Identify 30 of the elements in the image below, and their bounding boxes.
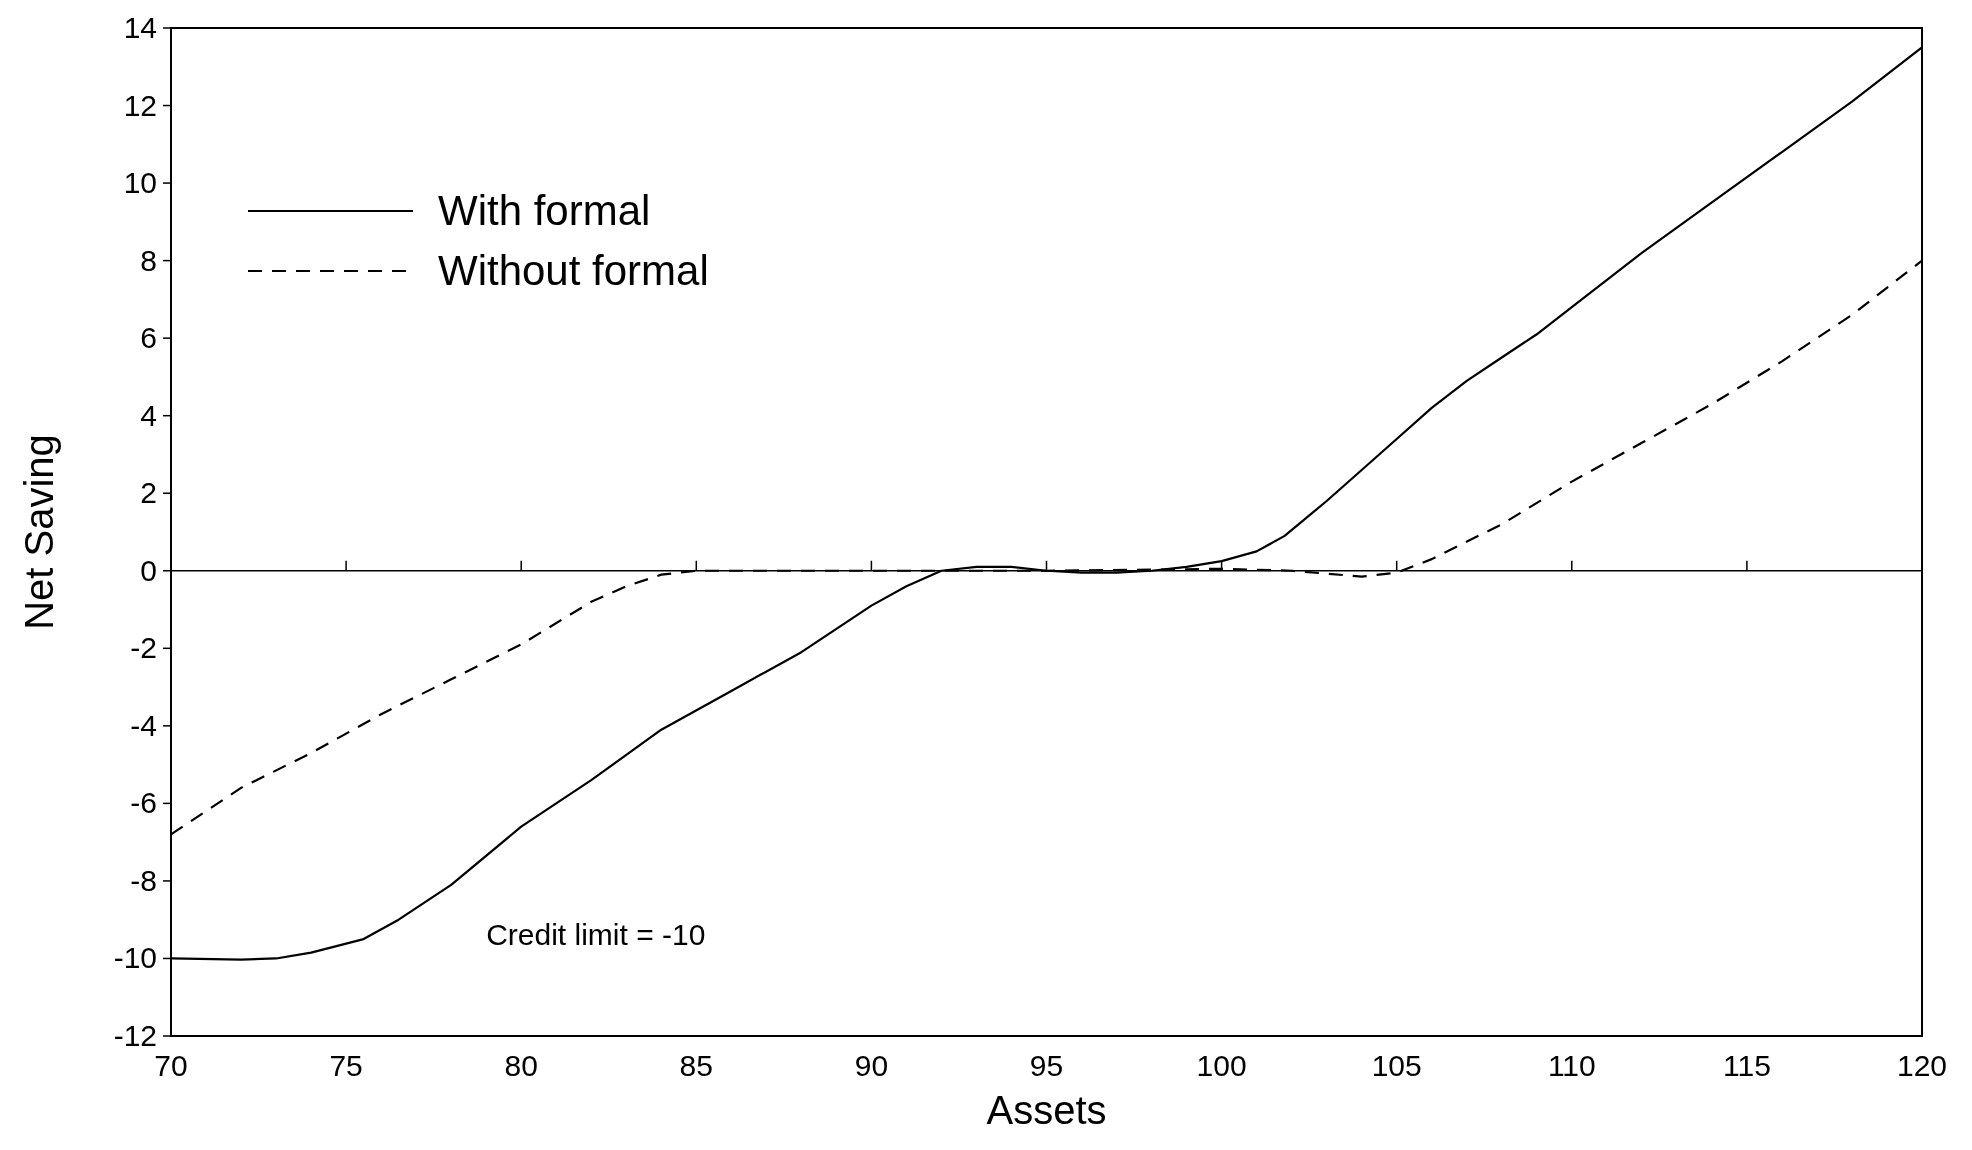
annotation: Credit limit = -10 — [486, 918, 706, 952]
x-tick-label: 80 — [504, 1049, 538, 1082]
x-axis-title: Assets — [986, 1088, 1107, 1132]
y-tick-label: 4 — [140, 398, 157, 432]
y-tick-label: -10 — [113, 941, 157, 975]
x-tick-label: 115 — [1722, 1049, 1771, 1082]
y-tick-label: 6 — [140, 321, 157, 355]
y-tick-label: -2 — [130, 631, 157, 665]
x-tick-label: 105 — [1371, 1049, 1422, 1082]
x-tick-label: 95 — [1029, 1049, 1064, 1082]
y-tick-label: 8 — [140, 243, 157, 277]
legend-label: Without formal — [438, 247, 709, 294]
y-tick-label: 14 — [123, 11, 157, 44]
y-tick-label: -6 — [130, 786, 157, 820]
x-tick-label: 110 — [1547, 1049, 1596, 1082]
x-tick-label: 75 — [329, 1049, 363, 1082]
x-tick-label: 120 — [1896, 1049, 1948, 1082]
legend-label: With formal — [438, 187, 651, 234]
y-tick-label: -8 — [130, 863, 157, 897]
y-tick-label: 12 — [123, 88, 157, 122]
y-tick-label: 2 — [140, 476, 157, 510]
y-tick-label: -12 — [113, 1019, 157, 1052]
y-tick-label: 0 — [140, 553, 157, 587]
x-tick-label: 85 — [679, 1049, 713, 1082]
y-tick-label: -4 — [130, 708, 157, 742]
y-axis-title: Net Saving — [17, 434, 61, 630]
y-tick-label: 10 — [123, 166, 157, 200]
x-tick-label: 100 — [1196, 1049, 1247, 1082]
x-tick-label: 70 — [154, 1049, 188, 1082]
x-tick-label: 90 — [854, 1049, 889, 1082]
